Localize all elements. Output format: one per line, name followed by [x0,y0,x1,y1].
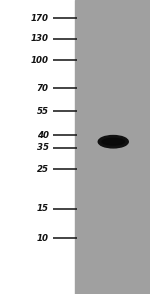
Text: 70: 70 [37,84,49,93]
Bar [0,0,75,294]
Ellipse shape [98,136,128,148]
Text: 130: 130 [31,34,49,43]
Text: 35: 35 [37,143,49,152]
Text: 100: 100 [31,56,49,65]
Text: 10: 10 [37,234,49,243]
Ellipse shape [102,138,124,145]
Text: 15: 15 [37,204,49,213]
Text: 25: 25 [37,165,49,173]
Text: 55: 55 [37,107,49,116]
Bar [75,0,150,294]
Text: 170: 170 [31,14,49,23]
Text: 40: 40 [37,131,49,140]
